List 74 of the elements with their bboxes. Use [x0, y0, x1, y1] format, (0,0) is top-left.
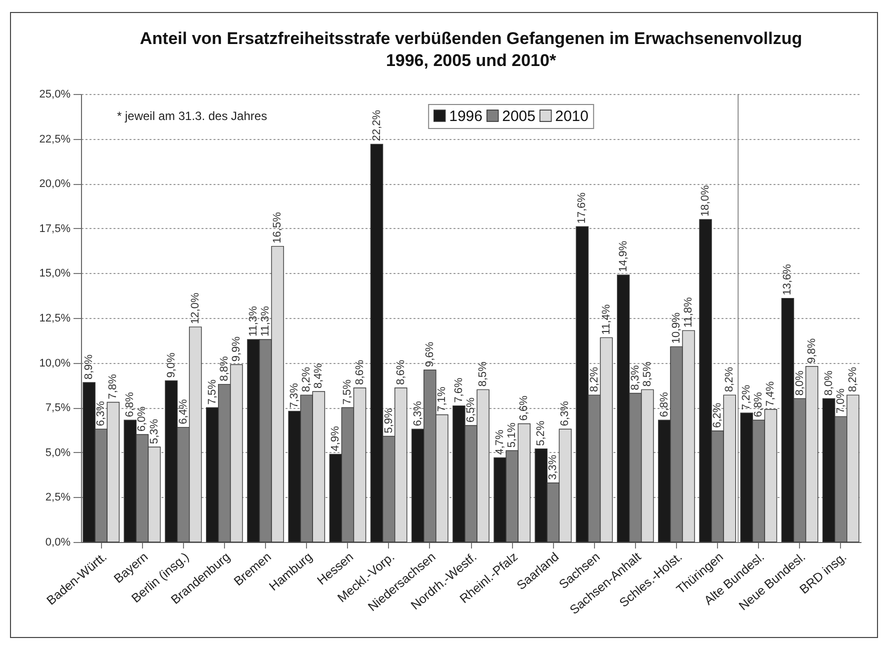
data-label: 8,2%	[724, 366, 736, 392]
y-tick-label: 2,5%	[45, 492, 71, 504]
legend-label: 2005	[502, 108, 536, 125]
data-label: 11,3%	[260, 306, 272, 337]
data-label: 8,3%	[629, 364, 642, 390]
data-label: 7,5%	[206, 379, 218, 405]
data-label: 6,0%	[136, 406, 148, 432]
data-label: 13,6%	[782, 264, 794, 296]
y-tick-label: 10,0%	[39, 357, 71, 370]
data-label: 11,3%	[247, 306, 260, 337]
data-label: 7,3%	[288, 382, 301, 408]
y-tick-label: 12,5%	[39, 312, 71, 324]
chart-subtitle: 1996, 2005 und 2010*	[386, 51, 556, 70]
data-label: 6,6%	[518, 395, 530, 421]
data-label: 9,9%	[230, 336, 242, 362]
data-label: 8,6%	[394, 360, 407, 385]
data-label: 8,2%	[300, 366, 313, 392]
data-label: 11,8%	[682, 296, 695, 328]
data-label: 7,4%	[764, 381, 777, 406]
data-label: 6,2%	[712, 402, 724, 428]
y-tick-label: 25,0%	[39, 88, 71, 100]
legend-label: 1996	[449, 108, 482, 125]
data-label: 8,8%	[218, 356, 230, 382]
data-label: 9,8%	[806, 338, 818, 364]
data-label: 6,5%	[465, 397, 477, 423]
data-label: 5,9%	[382, 408, 395, 434]
data-label: 8,2%	[846, 366, 859, 392]
data-label: 14,9%	[617, 240, 630, 272]
legend-label: 2010	[555, 108, 588, 125]
data-label: 7,6%	[452, 378, 465, 403]
data-label: 6,4%	[177, 399, 190, 424]
data-label: 4,7%	[494, 429, 506, 455]
data-label: 6,8%	[124, 392, 136, 418]
data-label: 6,8%	[752, 392, 765, 418]
data-label: 6,3%	[95, 400, 108, 426]
data-label: 8,5%	[641, 361, 654, 387]
data-label: 5,2%	[535, 420, 548, 446]
data-label: 18,0%	[700, 185, 712, 216]
data-label: 17,6%	[576, 192, 588, 224]
data-label: 11,4%	[600, 304, 612, 335]
data-label: 9,0%	[165, 352, 178, 378]
data-label: 7,8%	[107, 374, 120, 400]
data-label: 8,4%	[312, 363, 325, 388]
data-label: 8,2%	[588, 366, 600, 392]
y-tick-label: 15,0%	[39, 268, 71, 280]
chart-title: Anteil von Ersatzfreiheitsstrafe verbüßenden Gefangenen im Erwachsenenvollzug	[140, 29, 802, 48]
y-tick-label: 20,0%	[39, 178, 71, 190]
y-tick-label: 5,0%	[45, 446, 71, 459]
data-label: 5,3%	[148, 418, 160, 444]
data-label: 7,0%	[834, 388, 847, 414]
y-tick-label: 17,5%	[39, 222, 71, 235]
data-label: 8,6%	[354, 360, 366, 385]
data-label: 8,9%	[83, 354, 96, 380]
data-label: 10,9%	[670, 312, 682, 344]
data-label: 6,8%	[658, 392, 670, 418]
data-label: 5,1%	[506, 422, 518, 448]
y-tick-label: 22,5%	[39, 133, 71, 146]
data-label: 6,3%	[412, 400, 424, 426]
data-label: 8,0%	[794, 370, 806, 396]
data-label: 9,6%	[424, 342, 436, 367]
annotation: * jeweil am 31.3. des Jahres	[117, 109, 268, 123]
y-tick-label: 0,0%	[45, 536, 71, 548]
data-label: 16,5%	[272, 212, 284, 244]
data-label: 12,0%	[189, 292, 202, 324]
data-label: 8,0%	[822, 370, 835, 396]
data-label: 8,5%	[477, 361, 490, 387]
y-tick-label: 7,5%	[45, 402, 71, 414]
data-label: 6,3%	[559, 400, 572, 426]
data-label: 7,1%	[436, 386, 448, 412]
data-label: 7,5%	[342, 379, 354, 405]
data-label: 4,9%	[330, 426, 342, 452]
data-label: 22,2%	[370, 110, 383, 142]
data-label: 7,2%	[740, 384, 753, 410]
data-label: 3,3%	[547, 454, 560, 480]
